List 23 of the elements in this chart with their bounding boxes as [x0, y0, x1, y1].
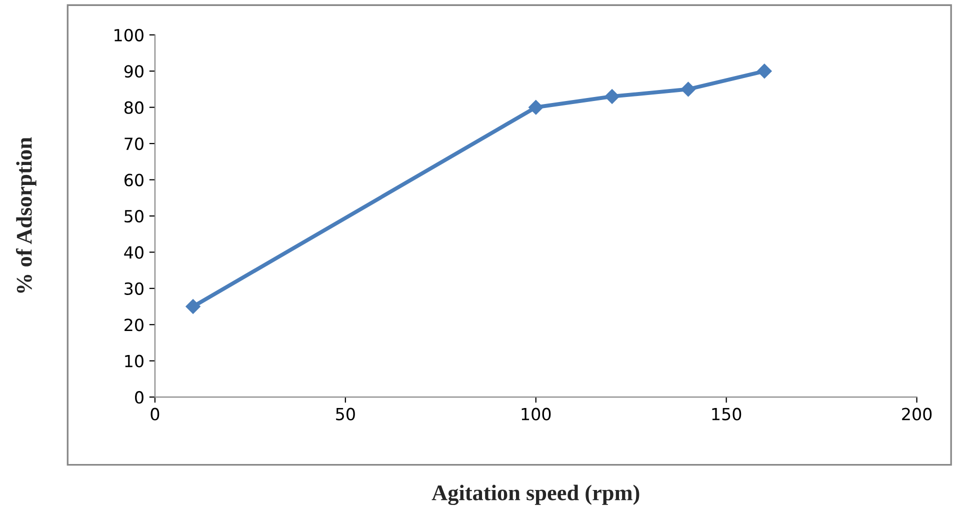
- point: [186, 299, 200, 314]
- point: [604, 89, 620, 104]
- y-tick-label: 10: [125, 354, 144, 368]
- y-tick-label: 40: [124, 246, 144, 259]
- y-tick-label: 100: [114, 28, 144, 42]
- point: [757, 64, 772, 78]
- x-tick-label: 50: [336, 408, 355, 420]
- y-tick-label: 80: [124, 101, 144, 114]
- y-tick-label: 30: [124, 282, 144, 295]
- y-axis-title: % of Adsorption: [16, 137, 36, 293]
- point: [528, 100, 544, 115]
- x-tick-label: 0: [150, 408, 160, 420]
- y-tick-label: 60: [124, 174, 144, 186]
- x-tick-label: 200: [902, 408, 932, 420]
- y-tick-label: 20: [124, 318, 144, 332]
- x-tick-label: 150: [712, 408, 742, 420]
- y-tick-label: 50: [124, 210, 144, 223]
- x-tick-label: 100: [522, 408, 551, 420]
- y-tick-label: 90: [124, 65, 144, 78]
- point: [680, 82, 696, 97]
- x-axis-title: Agitation speed (rpm): [432, 484, 640, 506]
- y-tick-label: 0: [135, 391, 144, 404]
- y-tick-label: 70: [124, 138, 144, 150]
